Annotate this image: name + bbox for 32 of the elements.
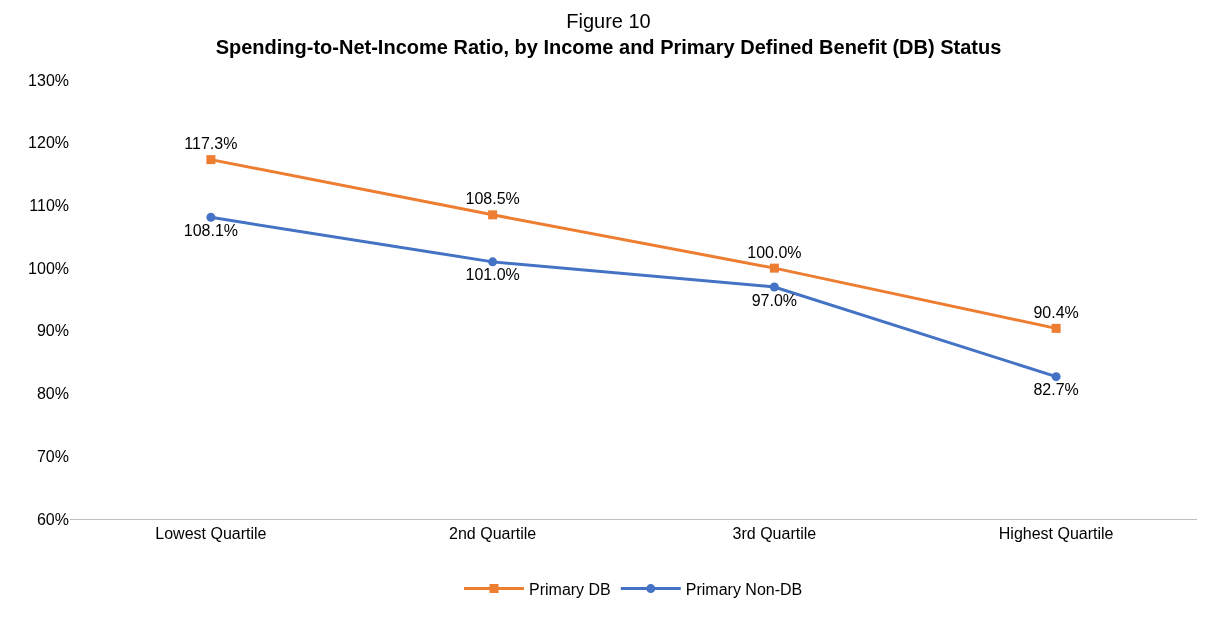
data-label: 108.1% (183, 221, 239, 239)
data-label: 100.0% (747, 243, 802, 261)
data-label: 117.3% (184, 135, 238, 153)
y-tick-label: 130% (28, 71, 69, 89)
y-tick-label: 70% (36, 447, 69, 465)
point (769, 263, 779, 273)
y-tick-label: 60% (36, 510, 69, 528)
point (206, 155, 216, 165)
point (206, 212, 216, 222)
legend-label: Primary DB (529, 580, 611, 598)
data-label: 101.0% (465, 266, 520, 284)
point (1051, 372, 1061, 382)
chart-subtitle: Spending-to-Net-Income Ratio, by Income and Primary Defined Benefit (DB) Status (215, 35, 1002, 58)
chart-title: Figure 10 (566, 9, 651, 32)
x-tick-label: 3rd Quartile (732, 525, 817, 543)
data-label: 82.7% (1033, 381, 1079, 399)
y-tick-label: 110% (29, 197, 69, 215)
point (488, 210, 498, 220)
y-tick-label: 90% (36, 322, 69, 340)
point (1051, 323, 1061, 333)
y-tick-label: 120% (28, 134, 69, 152)
y-tick-label: 80% (36, 385, 69, 403)
point (769, 282, 779, 292)
y-tick-label: 100% (28, 259, 69, 277)
x-tick-label: Highest Quartile (998, 525, 1114, 543)
data-label: 108.5% (465, 190, 520, 208)
legend-label: Primary Non-DB (685, 580, 803, 598)
point (488, 257, 498, 267)
x-tick-label: 2nd Quartile (449, 525, 537, 543)
data-label: 97.0% (751, 291, 798, 309)
x-tick-label: Lowest Quartile (155, 525, 267, 543)
data-label: 90.4% (1033, 303, 1079, 321)
